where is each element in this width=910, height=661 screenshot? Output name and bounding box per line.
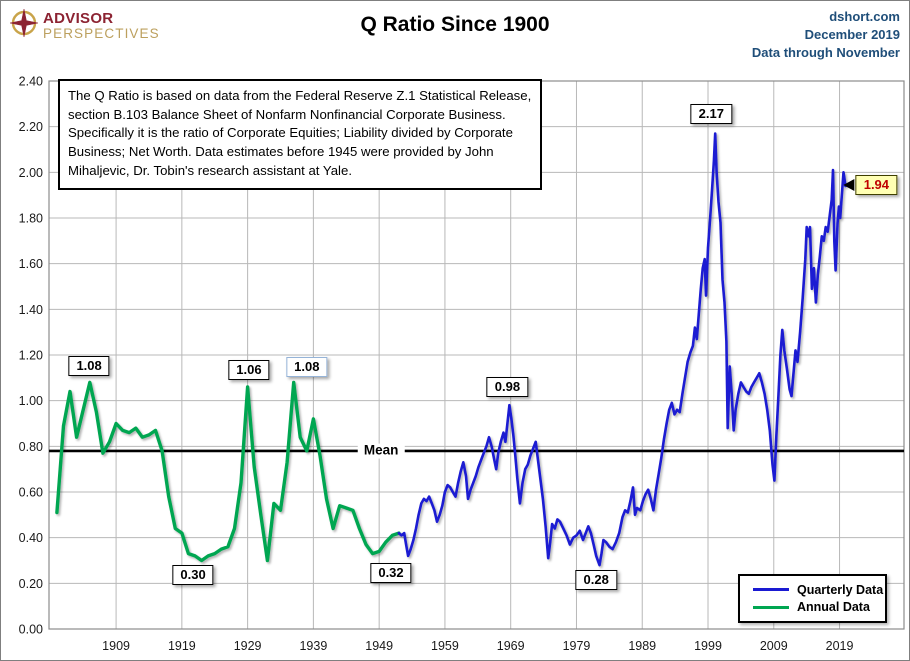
source-data-note: Data through November xyxy=(751,44,900,60)
y-tick-label: 0.40 xyxy=(19,531,43,545)
logo-advisor-text: ADVISOR xyxy=(43,9,114,27)
x-tick-label: 2009 xyxy=(760,639,788,653)
legend: Quarterly Data Annual Data xyxy=(738,574,887,623)
description-line: Mihaljevic, Dr. Tobin's research assista… xyxy=(68,162,352,178)
annotation-1.08: 1.08 xyxy=(68,356,110,377)
description-line: The Q Ratio is based on data from the Fe… xyxy=(68,88,532,103)
source-site: dshort.com xyxy=(829,9,900,24)
x-tick-label: 1989 xyxy=(628,639,656,653)
annual-data-series-line xyxy=(55,380,401,563)
page-title: Q Ratio Since 1900 xyxy=(360,13,550,36)
source-attribution: dshort.com December 2019 Data through No… xyxy=(752,8,900,62)
y-tick-label: 0.00 xyxy=(19,623,43,637)
x-tick-label: 2019 xyxy=(826,639,854,653)
y-tick-label: 1.20 xyxy=(19,349,43,363)
y-tick-label: 0.20 xyxy=(19,577,43,591)
x-tick-label: 1979 xyxy=(563,639,591,653)
y-tick-label: 0.60 xyxy=(19,486,43,500)
y-tick-label: 0.80 xyxy=(19,440,43,454)
annotation-0.98: 0.98 xyxy=(486,376,529,397)
annotation-2.17: 2.17 xyxy=(690,103,732,124)
description-textbox: The Q Ratio is based on data from the Fe… xyxy=(58,79,542,190)
x-tick-label: 1909 xyxy=(102,639,130,653)
annotation-1.08: 1.08 xyxy=(286,357,328,378)
y-tick-label: 1.60 xyxy=(19,257,43,271)
annual-line-swatch xyxy=(753,605,789,609)
y-tick-label: 2.00 xyxy=(19,166,43,180)
mean-line-label: Mean xyxy=(357,443,405,459)
description-line: section B.103 Balance Sheet of Nonfarm N… xyxy=(68,106,506,122)
description-line: Business; Net Worth. Data estimates befo… xyxy=(68,144,494,160)
y-tick-label: 1.00 xyxy=(19,394,43,408)
compass-logo-icon xyxy=(9,8,39,43)
annotation-0.32: 0.32 xyxy=(370,563,412,584)
legend-annual-label: Annual Data xyxy=(797,600,870,615)
annotation-0.28: 0.28 xyxy=(575,569,617,590)
y-tick-label: 2.20 xyxy=(19,120,43,134)
legend-item-quarterly: Quarterly Data xyxy=(740,583,885,597)
callout-arrow-icon xyxy=(843,178,855,191)
quarterly-data-series-line xyxy=(397,132,847,567)
legend-quarterly-label: Quarterly Data xyxy=(797,582,884,597)
y-tick-label: 1.80 xyxy=(19,212,43,226)
advisor-perspectives-logo: ADVISOR PERSPECTIVES xyxy=(9,8,160,43)
current-value-callout-1.94: 1.94 xyxy=(843,174,898,195)
x-tick-label: 1929 xyxy=(234,639,262,653)
annotation-0.30: 0.30 xyxy=(172,565,214,586)
x-tick-label: 1959 xyxy=(431,639,459,653)
source-date: December 2019 xyxy=(804,26,900,42)
x-tick-label: 1969 xyxy=(497,639,525,653)
logo-perspectives-text: PERSPECTIVES xyxy=(43,25,160,41)
quarterly-line-swatch xyxy=(753,588,789,592)
x-tick-label: 1999 xyxy=(694,639,722,653)
x-tick-label: 1949 xyxy=(365,639,393,653)
description-line: Specifically it is the ratio of Corporat… xyxy=(68,125,513,141)
x-tick-label: 1919 xyxy=(168,639,196,653)
x-tick-label: 1939 xyxy=(299,639,327,653)
y-tick-label: 1.40 xyxy=(19,303,43,317)
annotation-1.06: 1.06 xyxy=(228,360,270,381)
y-tick-label: 2.40 xyxy=(19,75,43,89)
legend-item-annual: Annual Data xyxy=(740,600,885,614)
